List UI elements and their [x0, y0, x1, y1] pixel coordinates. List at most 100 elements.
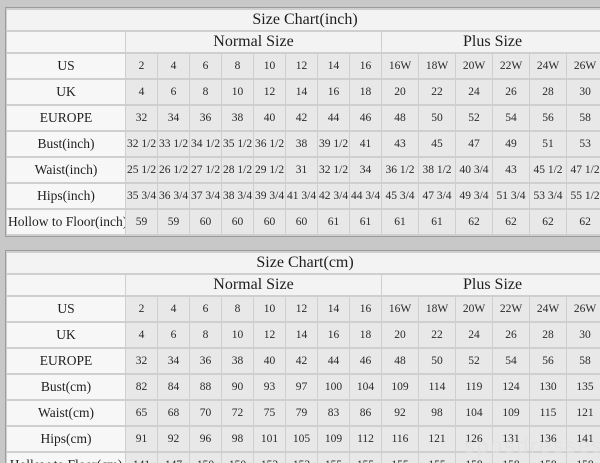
table-title: Size Chart(cm): [7, 253, 600, 273]
size-value-cell: 6: [158, 323, 189, 347]
size-value-cell: 104: [350, 375, 381, 399]
size-value-cell: 34: [158, 349, 189, 373]
size-value-cell: 30: [567, 80, 600, 104]
size-value-cell: 8: [222, 54, 253, 78]
size-value-cell: 18W: [419, 54, 455, 78]
size-value-cell: 24W: [530, 297, 566, 321]
size-value-cell: 10: [222, 323, 253, 347]
table-row: Hollow to Floor(cm)141147150150152152155…: [7, 453, 600, 463]
size-value-cell: 68: [158, 401, 189, 425]
size-value-cell: 8: [190, 323, 221, 347]
size-value-cell: 34 1/2: [190, 132, 221, 156]
column-group-row: Normal Size Plus Size: [7, 275, 600, 295]
size-value-cell: 46: [350, 349, 381, 373]
size-value-cell: 16: [318, 323, 349, 347]
size-value-cell: 104: [456, 401, 492, 425]
size-value-cell: 158: [456, 453, 492, 463]
size-value-cell: 116: [382, 427, 418, 451]
size-value-cell: 39 1/2: [318, 132, 349, 156]
size-value-cell: 158: [493, 453, 529, 463]
title-row: Size Chart(inch): [7, 10, 600, 30]
size-value-cell: 112: [350, 427, 381, 451]
size-value-cell: 150: [190, 453, 221, 463]
size-value-cell: 22W: [493, 297, 529, 321]
size-chart-inch-panel: Size Chart(inch) Normal Size Plus Size US 2 4…: [5, 7, 600, 237]
size-value-cell: 115: [530, 401, 566, 425]
row-label: UK: [7, 80, 125, 104]
size-value-cell: 14: [318, 297, 349, 321]
size-value-cell: 65: [126, 401, 157, 425]
size-value-cell: 44: [318, 106, 349, 130]
size-value-cell: 48: [382, 106, 418, 130]
size-value-cell: 49: [493, 132, 529, 156]
size-value-cell: 49 3/4: [456, 184, 492, 208]
table-row: Hips(inch) 35 3/4 36 3/4 37 3/4 38 3/4 39 3/4…: [7, 184, 600, 208]
column-group-header: Plus Size: [382, 275, 600, 295]
row-label: EUROPE: [7, 106, 125, 130]
size-value-cell: 90: [222, 375, 253, 399]
row-label: Bust(inch): [7, 132, 125, 156]
table-row: Waist(cm) 65 68 70 72 75 79 83 86 92 98 104 109 115 12…: [7, 401, 600, 425]
size-value-cell: 32 1/2: [126, 132, 157, 156]
size-value-cell: 41: [350, 132, 381, 156]
row-label: Waist(cm): [7, 401, 125, 425]
size-value-cell: 141: [126, 453, 157, 463]
size-value-cell: 130: [530, 375, 566, 399]
size-value-cell: 126: [456, 427, 492, 451]
size-value-cell: 62: [493, 210, 529, 234]
table-row: EUROPE 32 34 36 38 40 42 44 46 48 50 52 54 56 58: [7, 349, 600, 373]
size-chart-inch-table: Size Chart(inch) Normal Size Plus Size US 2 4…: [5, 7, 600, 237]
size-value-cell: 43: [493, 158, 529, 182]
size-value-cell: 92: [158, 427, 189, 451]
size-value-cell: 22: [419, 323, 455, 347]
size-value-cell: 58: [567, 349, 600, 373]
size-value-cell: 35 1/2: [222, 132, 253, 156]
size-value-cell: 97: [286, 375, 317, 399]
size-value-cell: 101: [254, 427, 285, 451]
size-value-cell: 2: [126, 297, 157, 321]
size-value-cell: 10: [222, 80, 253, 104]
size-value-cell: 36 3/4: [158, 184, 189, 208]
size-value-cell: 44 3/4: [350, 184, 381, 208]
table-row: Bust(inch) 32 1/2 33 1/2 34 1/2 35 1/2 36 1/2…: [7, 132, 600, 156]
size-value-cell: 84: [158, 375, 189, 399]
size-value-cell: 18: [350, 323, 381, 347]
size-value-cell: 100: [318, 375, 349, 399]
size-value-cell: 14: [286, 323, 317, 347]
size-value-cell: 91: [126, 427, 157, 451]
size-value-cell: 44: [318, 349, 349, 373]
size-value-cell: 131: [493, 427, 529, 451]
size-value-cell: 152: [254, 453, 285, 463]
size-value-cell: 24: [456, 323, 492, 347]
size-value-cell: 20W: [456, 297, 492, 321]
size-value-cell: 16: [350, 297, 381, 321]
size-value-cell: 38: [222, 106, 253, 130]
size-value-cell: 60: [190, 210, 221, 234]
size-chart-cm-table: Size Chart(cm) Normal Size Plus Size US 2 4 6 8…: [5, 250, 600, 463]
size-value-cell: 75: [254, 401, 285, 425]
size-value-cell: 61: [350, 210, 381, 234]
column-group-header: Normal Size: [126, 32, 381, 52]
table-row: EUROPE 32 34 36 38 40 42 44 46 48 50 52 54 56 58: [7, 106, 600, 130]
table-row: Hollow to Floor(inch) 59 59 60 60 60 60 61 61 61 6…: [7, 210, 600, 234]
size-value-cell: 40 3/4: [456, 158, 492, 182]
size-value-cell: 53 3/4: [530, 184, 566, 208]
size-value-cell: 121: [419, 427, 455, 451]
size-value-cell: 155: [419, 453, 455, 463]
size-value-cell: 14: [286, 80, 317, 104]
row-label: Hips(inch): [7, 184, 125, 208]
size-value-cell: 4: [158, 54, 189, 78]
size-value-cell: 2: [126, 54, 157, 78]
size-value-cell: 114: [419, 375, 455, 399]
size-value-cell: 61: [382, 210, 418, 234]
size-value-cell: 36 1/2: [382, 158, 418, 182]
size-value-cell: 31: [286, 158, 317, 182]
size-value-cell: 18W: [419, 297, 455, 321]
column-group-header: Normal Size: [126, 275, 381, 295]
size-value-cell: 39 3/4: [254, 184, 285, 208]
size-value-cell: 96: [190, 427, 221, 451]
row-label: Bust(cm): [7, 375, 125, 399]
size-value-cell: 136: [530, 427, 566, 451]
size-value-cell: 33 1/2: [158, 132, 189, 156]
